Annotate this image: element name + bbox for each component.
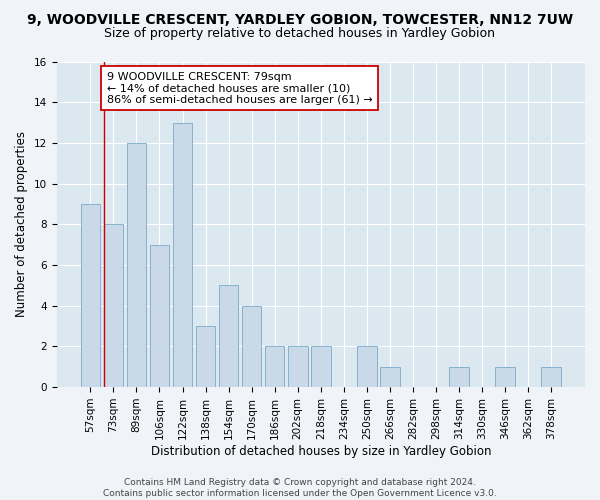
Bar [80,204,100,387]
Text: 9, WOODVILLE CRESCENT, YARDLEY GOBION, TOWCESTER, NN12 7UW: 9, WOODVILLE CRESCENT, YARDLEY GOBION, T… [27,12,573,26]
Bar [127,143,146,387]
Bar [196,326,215,387]
Bar [173,122,193,387]
Bar [357,346,377,387]
X-axis label: Distribution of detached houses by size in Yardley Gobion: Distribution of detached houses by size … [151,444,491,458]
Bar [104,224,123,387]
Bar [380,366,400,387]
Bar [219,286,238,387]
Y-axis label: Number of detached properties: Number of detached properties [15,132,28,318]
Bar [265,346,284,387]
Bar [311,346,331,387]
Bar [449,366,469,387]
Text: 9 WOODVILLE CRESCENT: 79sqm
← 14% of detached houses are smaller (10)
86% of sem: 9 WOODVILLE CRESCENT: 79sqm ← 14% of det… [107,72,373,105]
Bar [541,366,561,387]
Text: Size of property relative to detached houses in Yardley Gobion: Size of property relative to detached ho… [104,28,496,40]
Text: Contains HM Land Registry data © Crown copyright and database right 2024.
Contai: Contains HM Land Registry data © Crown c… [103,478,497,498]
Bar [149,244,169,387]
Bar [288,346,308,387]
Bar [242,306,262,387]
Bar [496,366,515,387]
